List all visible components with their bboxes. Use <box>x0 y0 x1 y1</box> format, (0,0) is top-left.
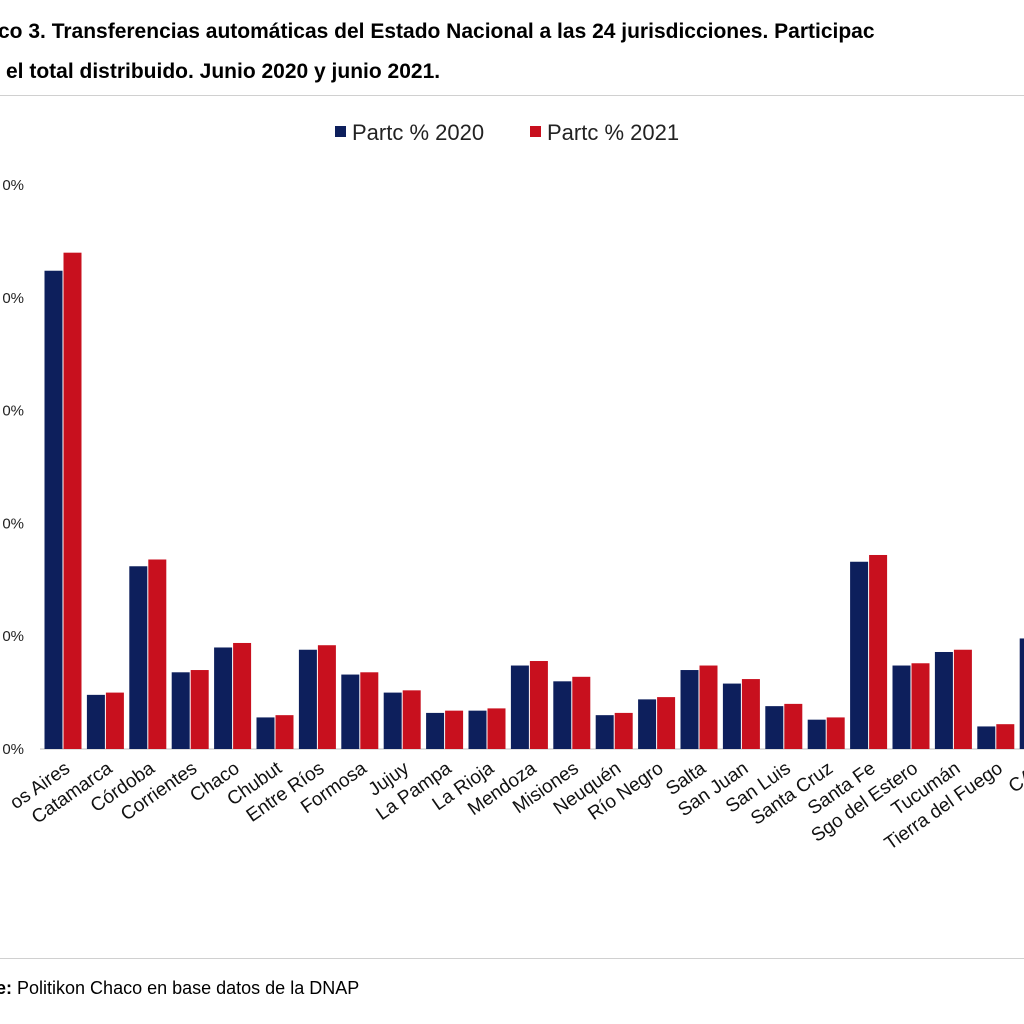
chart-title: co 3. Transferencias automáticas del Est… <box>0 12 1024 92</box>
bar-2021 <box>869 554 888 749</box>
source-label: e: <box>0 978 13 998</box>
bar-2020 <box>595 715 614 749</box>
bar-2020 <box>638 699 657 749</box>
y-tick-label: 0% <box>2 515 24 532</box>
bar-2020 <box>850 561 869 749</box>
bar-2021 <box>826 717 845 749</box>
legend-label-2021: Partc % 2021 <box>547 120 679 145</box>
bar-2021 <box>190 670 209 749</box>
bar-2020 <box>44 270 63 749</box>
bar-2021 <box>148 559 167 749</box>
bar-2020 <box>1019 638 1024 749</box>
bar-2020 <box>214 647 233 749</box>
bar-2020 <box>341 674 360 749</box>
bar-2021 <box>657 697 676 749</box>
bar-2021 <box>614 712 633 749</box>
bottom-separator <box>0 958 1024 959</box>
bar-2021 <box>402 690 421 749</box>
bar-2020 <box>807 719 826 749</box>
bar-2021 <box>487 708 506 749</box>
bar-2020 <box>298 649 317 749</box>
source-note: e: Politikon Chaco en base datos de la D… <box>0 978 359 999</box>
legend-swatch-2021 <box>530 126 541 137</box>
y-tick-label: 0% <box>2 628 24 645</box>
y-tick-label: 0% <box>2 741 24 758</box>
bar-2020 <box>977 726 996 749</box>
bar-2021 <box>784 703 803 749</box>
bar-2021 <box>105 692 124 749</box>
bar-chart: 0%0%0%0%0%0%os AiresCatamarcaCórdobaCorr… <box>2 120 1024 855</box>
bar-2020 <box>510 665 529 749</box>
category-label: CAB <box>1005 758 1024 798</box>
bar-2020 <box>680 670 699 749</box>
legend-swatch-2020 <box>335 126 346 137</box>
chart-title-line-2: el total distribuido. Junio 2020 y junio… <box>6 60 441 83</box>
bar-2021 <box>953 649 972 749</box>
top-separator <box>0 95 1024 96</box>
chart-title-line-1: co 3. Transferencias automáticas del Est… <box>0 20 875 43</box>
bar-2020 <box>765 706 784 749</box>
bar-2021 <box>445 710 464 749</box>
bar-2020 <box>86 694 105 749</box>
bar-2021 <box>275 715 294 749</box>
y-tick-label: 0% <box>2 177 24 194</box>
bar-2021 <box>360 672 379 749</box>
bar-2020 <box>383 692 402 749</box>
legend-label-2020: Partc % 2020 <box>352 120 484 145</box>
source-text: Politikon Chaco en base datos de la DNAP <box>12 978 360 998</box>
bar-2020 <box>426 712 445 749</box>
bar-2021 <box>699 665 718 749</box>
bar-2021 <box>63 252 82 749</box>
bar-2021 <box>572 676 591 749</box>
bar-2020 <box>553 681 572 749</box>
bar-2020 <box>171 672 190 749</box>
bar-2021 <box>233 642 252 749</box>
bar-2021 <box>529 661 548 749</box>
bar-2021 <box>317 645 336 749</box>
bar-2020 <box>722 683 741 749</box>
bar-2020 <box>934 651 953 749</box>
bar-2021 <box>741 679 760 749</box>
bar-2020 <box>468 710 487 749</box>
bar-2020 <box>892 665 911 749</box>
bar-2021 <box>911 663 930 749</box>
y-tick-label: 0% <box>2 290 24 307</box>
bar-2020 <box>256 717 275 749</box>
bar-2021 <box>996 724 1015 749</box>
y-tick-label: 0% <box>2 403 24 420</box>
bar-2020 <box>129 566 148 749</box>
